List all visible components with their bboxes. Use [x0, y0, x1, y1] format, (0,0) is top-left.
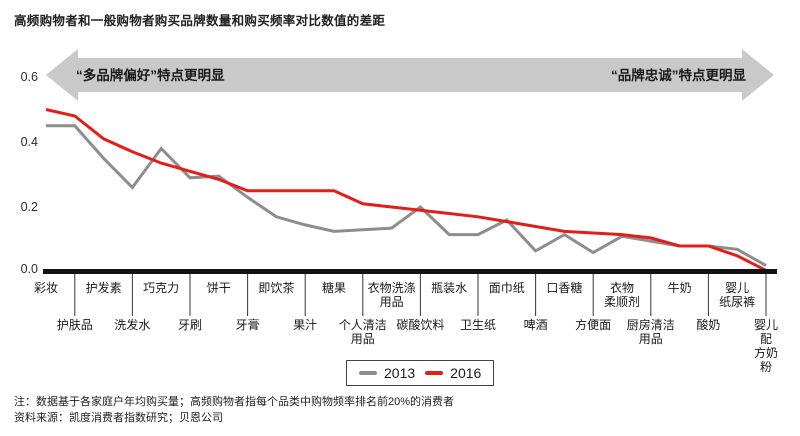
x-label-口香糖: 口香糖 — [546, 281, 583, 295]
x-label-牛奶: 牛奶 — [667, 281, 692, 295]
x-label-面巾纸: 面巾纸 — [488, 281, 525, 295]
chart-title: 高频购物者和一般购物者购买品牌数量和购买频率对比数值的差距 — [14, 14, 386, 28]
line-chart: “多品牌偏好”特点更明显 “品牌忠诚”特点更明显 0.0 0.2 0.4 0.6 — [21, 49, 777, 316]
arrow-banner — [46, 49, 774, 101]
x-label-碳酸饮料: 碳酸饮料 — [396, 318, 445, 332]
footnote-source: 资料来源：凯度消费者指数研究；贝恩公司 — [14, 412, 223, 424]
x-axis-leader-lines — [74, 274, 767, 316]
x-label-饼干: 饼干 — [206, 281, 231, 295]
series-line-2013 — [46, 124, 767, 267]
x-label-酸奶: 酸奶 — [696, 318, 721, 332]
x-label-啤酒: 啤酒 — [523, 318, 548, 332]
x-label-糖果: 糖果 — [321, 281, 347, 295]
x-label-牙刷: 牙刷 — [177, 318, 203, 332]
legend-2016-line-swatch — [425, 371, 444, 375]
footnotes: 注：数据基于各家庭户年均购买量；高频购物者指每个品类中购物频率排名前20%的消费… — [14, 394, 454, 426]
x-label-婴儿纸尿裤: 婴儿 纸尿裤 — [719, 281, 756, 309]
y-tick-label: 0.2 — [21, 200, 38, 214]
x-label-个人清洁用品: 个人清洁 用品 — [338, 318, 387, 346]
x-axis-line — [43, 269, 777, 274]
legend-item-2016: 2016 — [425, 365, 481, 381]
banner-right-label: “品牌忠诚”特点更明显 — [611, 67, 746, 83]
y-axis-ticks: 0.0 0.2 0.4 0.6 — [21, 70, 38, 276]
x-label-牙膏: 牙膏 — [235, 318, 260, 332]
x-label-厨房清洁用品: 厨房清洁 用品 — [626, 318, 675, 346]
series-line-2016 — [45, 108, 767, 272]
x-label-方便面: 方便面 — [575, 318, 612, 332]
x-label-衣物柔顺剂: 衣物 柔顺剂 — [603, 281, 641, 309]
x-label-护肤品: 护肤品 — [56, 318, 93, 332]
x-label-巧克力: 巧克力 — [143, 281, 180, 295]
x-label-瓶装水: 瓶装水 — [431, 281, 468, 295]
x-label-洗发水: 洗发水 — [114, 318, 151, 332]
banner-left-label: “多品牌偏好”特点更明显 — [76, 67, 225, 83]
x-label-护发素: 护发素 — [85, 281, 122, 295]
series-lines — [45, 108, 767, 272]
y-tick-label: 0.4 — [21, 135, 38, 149]
x-label-即饮茶: 即饮茶 — [258, 281, 295, 295]
x-label-果汁: 果汁 — [293, 318, 318, 332]
footnote-note: 注：数据基于各家庭户年均购买量；高频购物者指每个品类中购物频率排名前20%的消费… — [14, 396, 455, 408]
x-label-卫生纸: 卫生纸 — [459, 318, 497, 332]
y-tick-label: 0.0 — [21, 262, 38, 276]
legend-2013-line-swatch — [359, 371, 377, 375]
legend-2013-label: 2013 — [384, 365, 416, 381]
x-label-婴儿配方奶粉: 婴儿配 方奶粉 — [753, 318, 778, 374]
legend-2016-label: 2016 — [450, 365, 482, 381]
legend: 2013 2016 — [346, 360, 495, 386]
legend-item-2013: 2013 — [359, 365, 415, 381]
y-tick-label: 0.6 — [21, 70, 38, 84]
x-label-衣物洗涤用品: 衣物洗涤 用品 — [367, 281, 416, 309]
x-label-彩妆: 彩妆 — [33, 281, 59, 295]
